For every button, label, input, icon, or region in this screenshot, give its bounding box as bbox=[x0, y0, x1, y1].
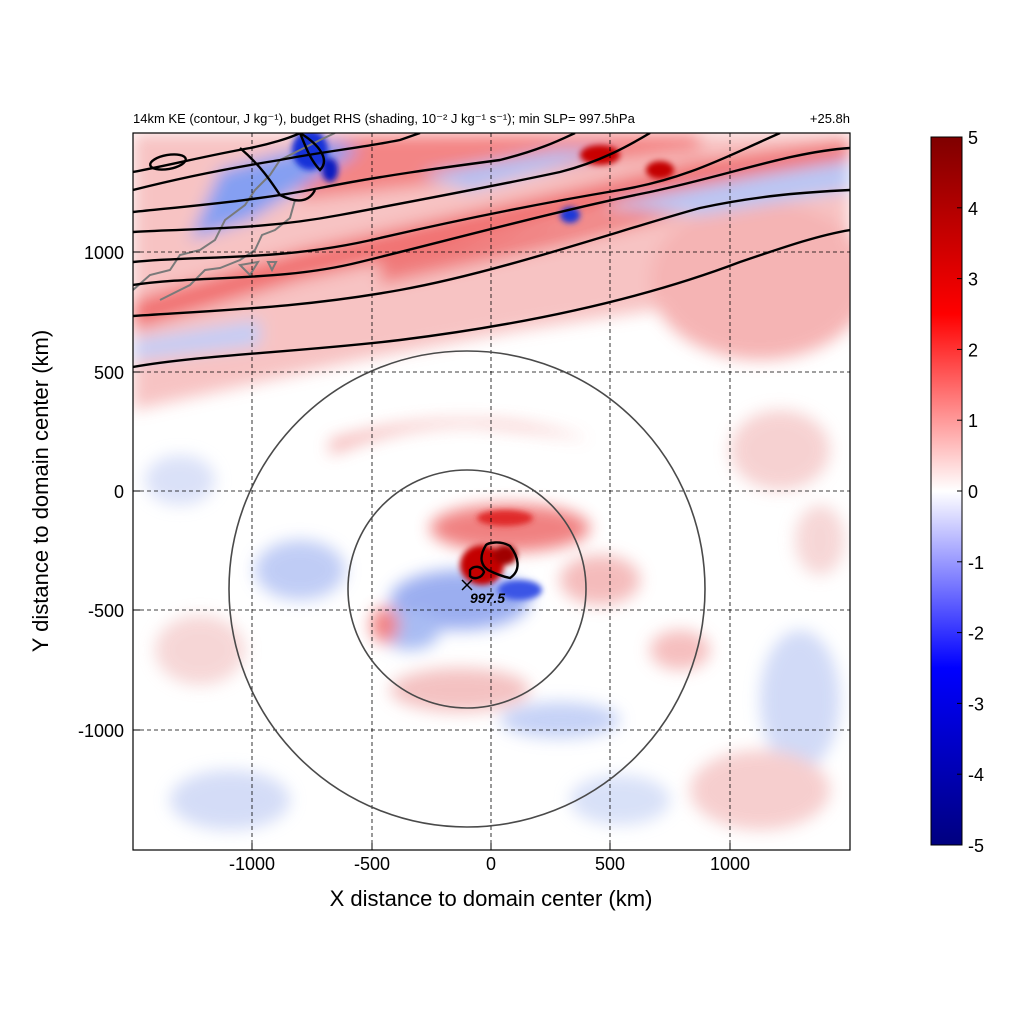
range-ring-inner bbox=[347, 469, 587, 709]
range-ring-outer bbox=[228, 350, 706, 828]
ke-contours bbox=[133, 133, 850, 580]
colorbar-tick-label: 3 bbox=[968, 270, 978, 290]
y-axis-title: Y distance to domain center (km) bbox=[28, 330, 53, 652]
colorbar bbox=[931, 137, 962, 845]
coastline bbox=[133, 133, 336, 301]
colorbar-tick-label: -4 bbox=[968, 765, 984, 785]
colorbar-tick-label: -1 bbox=[968, 553, 984, 573]
y-tick-label: 0 bbox=[114, 482, 124, 502]
colorbar-tick-label: 4 bbox=[968, 199, 978, 219]
x-tick-label: 0 bbox=[486, 854, 496, 874]
y-tick-label: 500 bbox=[94, 363, 124, 383]
storm-center-marker bbox=[461, 579, 473, 591]
chart-title: 14km KE (contour, J kg⁻¹), budget RHS (s… bbox=[133, 111, 636, 126]
range-rings bbox=[228, 350, 706, 828]
x-tick-label: -1000 bbox=[229, 854, 275, 874]
grid-lines bbox=[133, 133, 850, 850]
x-tick-label: 500 bbox=[595, 854, 625, 874]
y-tick-labels: -1000 -500 0 500 1000 bbox=[78, 243, 124, 741]
y-tick-label: -500 bbox=[88, 601, 124, 621]
x-axis-title: X distance to domain center (km) bbox=[330, 886, 653, 911]
y-tick-label: 1000 bbox=[84, 243, 124, 263]
colorbar-ticks: 5 4 3 2 1 0 -1 -2 -3 -4 -5 bbox=[957, 128, 984, 856]
colorbar-tick-label: -3 bbox=[968, 694, 984, 714]
colorbar-tick-label: 2 bbox=[968, 340, 978, 360]
colorbar-tick-label: 5 bbox=[968, 128, 978, 148]
colorbar-tick-label: -5 bbox=[968, 836, 984, 856]
colorbar-tick-label: 1 bbox=[968, 411, 978, 431]
time-label: +25.8h bbox=[810, 111, 850, 126]
colorbar-tick-label: -2 bbox=[968, 624, 984, 644]
y-tick-label: -1000 bbox=[78, 721, 124, 741]
x-tick-labels: -1000 -500 0 500 1000 bbox=[229, 854, 750, 874]
x-tick-label: 1000 bbox=[710, 854, 750, 874]
shading-field bbox=[133, 133, 850, 830]
axis-ticks bbox=[133, 251, 731, 850]
x-tick-label: -500 bbox=[354, 854, 390, 874]
colorbar-tick-label: 0 bbox=[968, 482, 978, 502]
storm-pressure-label: 997.5 bbox=[470, 590, 505, 606]
